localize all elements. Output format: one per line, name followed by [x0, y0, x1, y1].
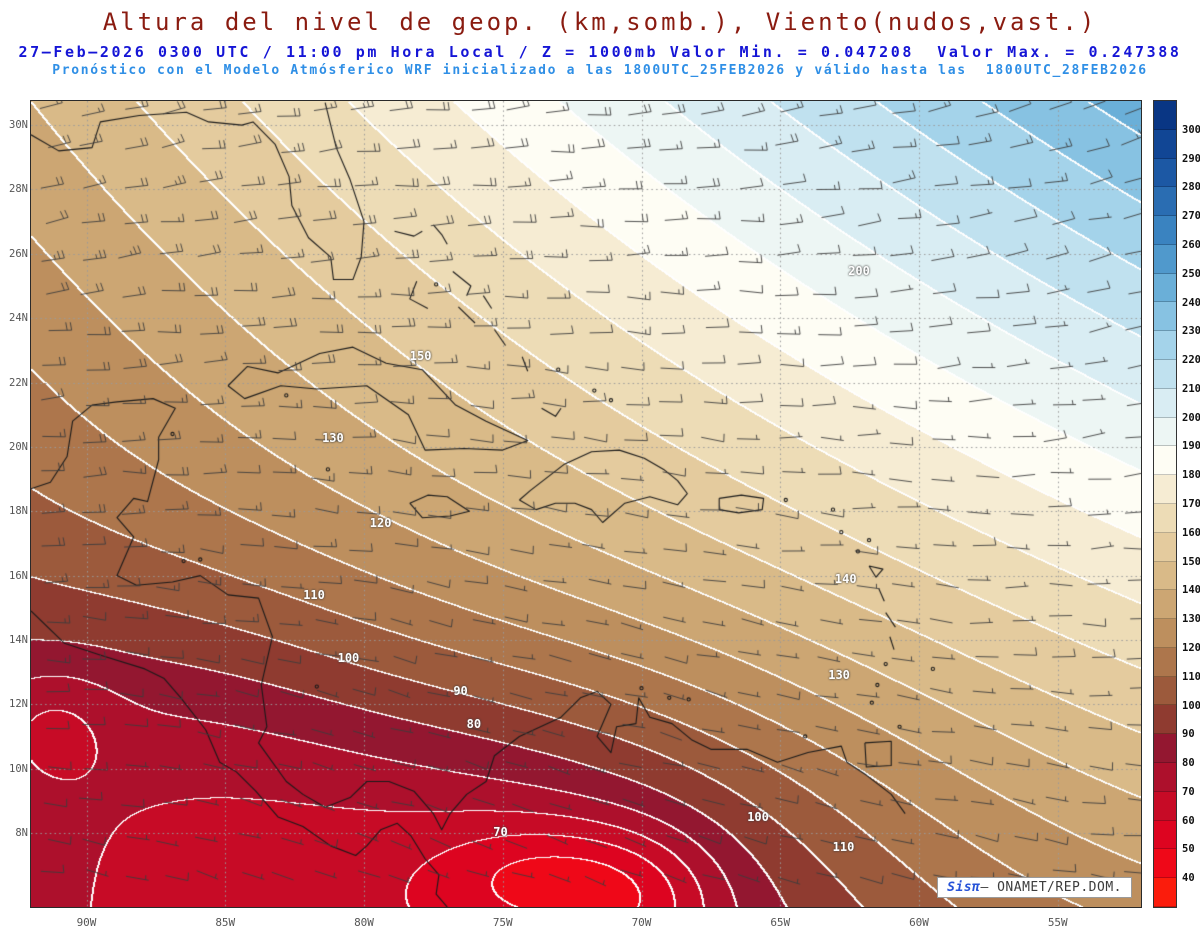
colorbar-block — [1154, 849, 1176, 879]
lat-tick-8N: 8N — [15, 826, 28, 839]
colorbar-block — [1154, 129, 1176, 159]
lon-tick-65W: 65W — [770, 916, 791, 927]
chart-title: Altura del nivel de geop. (km,somb.), Vi… — [102, 8, 1098, 36]
colorbar-block — [1154, 302, 1176, 332]
colorbar-legend: 300 290 280 270 260 250 240 230 220 210 200 190 180 1… — [1153, 100, 1200, 908]
colorbar-label-120: 120 — [1181, 641, 1200, 654]
colorbar-block — [1154, 187, 1176, 217]
colorbar-block — [1154, 273, 1176, 303]
colorbar-label-300: 300 — [1181, 123, 1200, 136]
colorbar-label-250: 250 — [1181, 267, 1200, 280]
lat-tick-18N: 18N — [9, 505, 28, 518]
lon-tick-85W: 85W — [215, 916, 236, 927]
lat-tick-26N: 26N — [9, 247, 28, 260]
colorbar-block — [1154, 619, 1176, 648]
colorbar-block — [1154, 360, 1176, 389]
lat-tick-20N: 20N — [9, 440, 28, 453]
colorbar-label-220: 220 — [1181, 354, 1200, 367]
colorbar-block — [1154, 590, 1176, 620]
chart-subtitle-model: Pronóstico con el Modelo Atmósferico WRF… — [52, 63, 1148, 78]
lat-tick-14N: 14N — [9, 633, 28, 646]
lon-tick-75W: 75W — [492, 916, 513, 927]
watermark-brand: Sisπ — [947, 880, 981, 895]
lon-tick-90W: 90W — [76, 916, 97, 927]
colorbar-label-70: 70 — [1181, 785, 1196, 798]
lat-tick-10N: 10N — [9, 762, 28, 775]
geopotential-wind-map-canvas — [31, 101, 1141, 907]
colorbar-label-40: 40 — [1181, 872, 1196, 885]
colorbar-block — [1154, 216, 1176, 245]
colorbar-block — [1154, 475, 1176, 504]
colorbar-label-270: 270 — [1181, 210, 1200, 223]
lat-tick-16N: 16N — [9, 569, 28, 582]
lon-tick-60W: 60W — [909, 916, 929, 927]
lat-tick-24N: 24N — [9, 312, 28, 325]
colorbar-label-200: 200 — [1181, 411, 1200, 424]
colorbar-block — [1154, 331, 1176, 361]
colorbar-label-150: 150 — [1181, 555, 1200, 568]
lat-tick-12N: 12N — [9, 698, 28, 711]
colorbar-block — [1154, 561, 1176, 591]
colorbar-block — [1154, 446, 1176, 476]
watermark: Sisπ– ONAMET/REP.DOM. — [937, 877, 1132, 898]
colorbar-label-60: 60 — [1181, 814, 1196, 827]
colorbar-label-180: 180 — [1181, 469, 1200, 482]
colorbar-block — [1154, 705, 1176, 735]
lat-tick-28N: 28N — [9, 183, 28, 196]
lat-tick-22N: 22N — [9, 376, 28, 389]
colorbar-block — [1154, 820, 1176, 850]
colorbar-label-90: 90 — [1181, 728, 1196, 741]
colorbar-block — [1154, 244, 1176, 274]
colorbar-label-110: 110 — [1181, 670, 1200, 683]
colorbar-block — [1154, 647, 1176, 677]
colorbar-block — [1154, 791, 1176, 821]
chart-subtitle-validtime: 27–Feb–2026 0300 UTC / 11:00 pm Hora Loc… — [18, 43, 1182, 61]
colorbar-label-280: 280 — [1181, 181, 1200, 194]
colorbar-block — [1154, 417, 1176, 447]
colorbar-block — [1154, 532, 1176, 562]
colorbar-block — [1154, 676, 1176, 706]
chart-header: Altura del nivel de geop. (km,somb.), Vi… — [0, 0, 1200, 78]
lat-tick-30N: 30N — [9, 119, 28, 132]
watermark-suffix: – ONAMET/REP.DOM. — [980, 880, 1122, 895]
colorbar-label-190: 190 — [1181, 440, 1200, 453]
colorbar-label-80: 80 — [1181, 757, 1196, 770]
colorbar-label-290: 290 — [1181, 152, 1200, 165]
colorbar-block — [1154, 734, 1176, 763]
lon-tick-70W: 70W — [631, 916, 652, 927]
colorbar-block — [1154, 762, 1176, 792]
colorbar-label-170: 170 — [1181, 498, 1200, 510]
lon-tick-55W: 55W — [1047, 916, 1068, 927]
colorbar-label-100: 100 — [1181, 699, 1200, 712]
colorbar-block — [1154, 503, 1176, 533]
colorbar-label-210: 210 — [1181, 382, 1200, 395]
colorbar-label-230: 230 — [1181, 325, 1200, 338]
colorbar-block — [1154, 101, 1176, 130]
colorbar-block — [1154, 388, 1176, 418]
colorbar-label-160: 160 — [1181, 526, 1200, 539]
colorbar-label-140: 140 — [1181, 584, 1200, 597]
colorbar-block — [1154, 158, 1176, 188]
colorbar-label-240: 240 — [1181, 296, 1200, 309]
colorbar-label-50: 50 — [1181, 843, 1196, 856]
lon-tick-80W: 80W — [354, 916, 374, 927]
colorbar-label-260: 260 — [1181, 238, 1200, 251]
colorbar-block — [1154, 878, 1176, 907]
colorbar-label-130: 130 — [1181, 613, 1200, 626]
map-plot-area: 200 150 130 120 110 100 90 80 70 140 130 100 110 Sis… — [9, 100, 1142, 927]
